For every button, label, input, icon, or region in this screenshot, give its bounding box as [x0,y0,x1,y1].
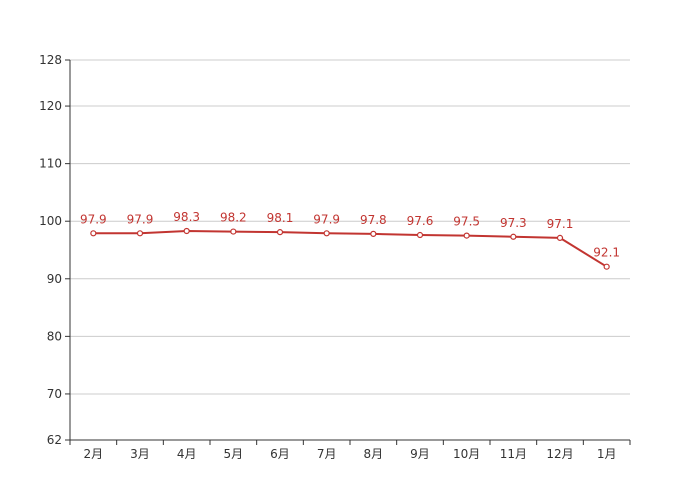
data-point [276,229,284,236]
x-tick-label: 10月 [453,447,480,461]
data-point [370,230,377,237]
y-tick-label: 62 [47,433,62,447]
x-tick-label: 2月 [84,447,104,461]
y-tick-label: 70 [47,387,62,401]
data-label: 97.6 [407,214,434,228]
data-label: 98.2 [220,211,247,225]
series-layer [93,230,608,268]
data-points [90,227,610,270]
x-tick-label: 9月 [410,447,430,461]
y-tick-label: 80 [47,329,62,343]
y-tick-label: 120 [39,99,62,113]
y-tick-labels: 62 70 80 90 100 110 120 128 [39,53,62,447]
data-point [463,232,470,239]
data-label: 97.9 [127,212,154,226]
data-point [416,231,424,239]
x-tick-labels: 2月 3月 4月 5月 6月 7月 8月 9月 10月 11月 12月 1月 [84,447,617,461]
x-tick-label: 5月 [224,447,244,461]
grid-lines [70,59,630,395]
y-tick-label: 90 [47,272,62,286]
data-point [183,227,190,235]
x-tick-label: 11月 [500,447,527,461]
data-label: 97.8 [360,213,387,227]
data-label: 97.1 [547,217,574,231]
x-tick-label: 7月 [317,447,337,461]
data-point [230,228,237,235]
x-tick-label: 4月 [177,447,197,461]
data-label: 97.9 [80,212,107,226]
data-point [603,263,610,270]
data-point [323,230,330,237]
data-point [136,230,144,237]
x-tick-label: 8月 [364,447,384,461]
data-label: 97.5 [453,215,480,229]
x-tick-label: 6月 [270,447,290,461]
x-tick-label: 3月 [130,447,150,461]
data-label: 92.1 [593,246,620,260]
data-label: 98.3 [173,210,200,224]
data-point [510,233,517,240]
data-point [90,230,97,237]
x-tick-label: 1月 [597,447,617,461]
series-line [93,230,608,268]
data-labels: 97.9 97.9 98.3 98.2 98.1 97.9 97.8 97.6 97.5 97.3… [80,210,620,260]
data-point [556,234,564,242]
y-tick-label: 128 [39,53,62,67]
axes [65,59,631,445]
y-tick-label: 110 [39,157,62,171]
y-tick-label: 100 [39,214,62,228]
data-label: 97.3 [500,216,527,230]
data-label: 98.1 [267,211,294,225]
x-tick-label: 12月 [546,447,573,461]
data-label: 97.9 [313,212,340,226]
